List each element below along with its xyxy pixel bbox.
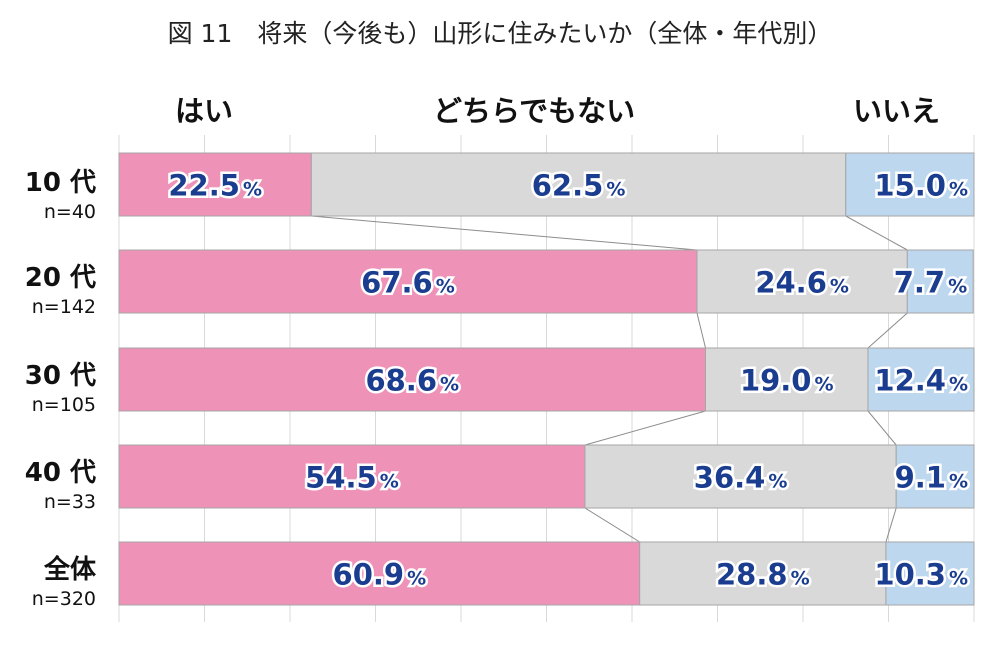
- bar-segment: [895, 444, 975, 509]
- bar-segment: [118, 347, 707, 412]
- data-label: 19.0%: [740, 364, 834, 398]
- bar-segment: [584, 444, 897, 509]
- series-connector-line: [867, 312, 908, 349]
- bar-segment: [118, 249, 698, 314]
- row-label-30s: 30 代 n=105: [0, 355, 96, 416]
- series-connector-line: [867, 410, 897, 446]
- bar-segment: [118, 444, 586, 509]
- row-count: n=105: [31, 394, 96, 416]
- bar-segment: [867, 347, 975, 412]
- row-category: 30 代: [24, 361, 96, 391]
- bar-segment: [906, 249, 974, 314]
- legend-neutral: どちらでもない: [433, 94, 636, 128]
- data-label: 24.6%: [755, 266, 849, 300]
- bar-segment: [118, 152, 312, 217]
- chart-title: 図 11 将来（今後も）山形に住みたいか（全体・年代別）: [167, 19, 833, 48]
- row-count: n=40: [43, 201, 96, 223]
- row-category: 全体: [43, 555, 96, 585]
- series-connector-line: [584, 507, 640, 543]
- bar-segment: [118, 541, 641, 606]
- row-category: 40 代: [24, 458, 96, 488]
- bar-segment: [310, 152, 847, 217]
- series-connector-line: [845, 215, 908, 251]
- row-category: 10 代: [24, 168, 96, 198]
- row-category: 20 代: [24, 263, 96, 293]
- bar-segment: [845, 152, 975, 217]
- row-count: n=142: [31, 296, 96, 318]
- row-label-20s: 20 代 n=142: [0, 257, 96, 318]
- series-connector-line: [311, 215, 698, 251]
- bar-segment: [705, 347, 869, 412]
- data-label: 7.7%: [894, 266, 967, 300]
- series-connector-line: [885, 507, 897, 543]
- series-connector-line: [696, 312, 707, 349]
- bar-segment: [696, 249, 908, 314]
- bar-segment: [639, 541, 887, 606]
- row-count: n=33: [43, 491, 96, 513]
- legend-yes: はい: [175, 94, 234, 128]
- legend-no: いいえ: [853, 94, 941, 128]
- bar-segment: [885, 541, 975, 606]
- data-label: 62.5%: [532, 169, 626, 203]
- series-connector-line: [584, 410, 706, 446]
- data-label: 9.1%: [895, 461, 968, 495]
- row-label-10s: 10 代 n=40: [0, 162, 96, 223]
- row-label-40s: 40 代 n=33: [0, 452, 96, 513]
- row-count: n=320: [31, 588, 96, 610]
- row-label-total: 全体 n=320: [0, 549, 96, 610]
